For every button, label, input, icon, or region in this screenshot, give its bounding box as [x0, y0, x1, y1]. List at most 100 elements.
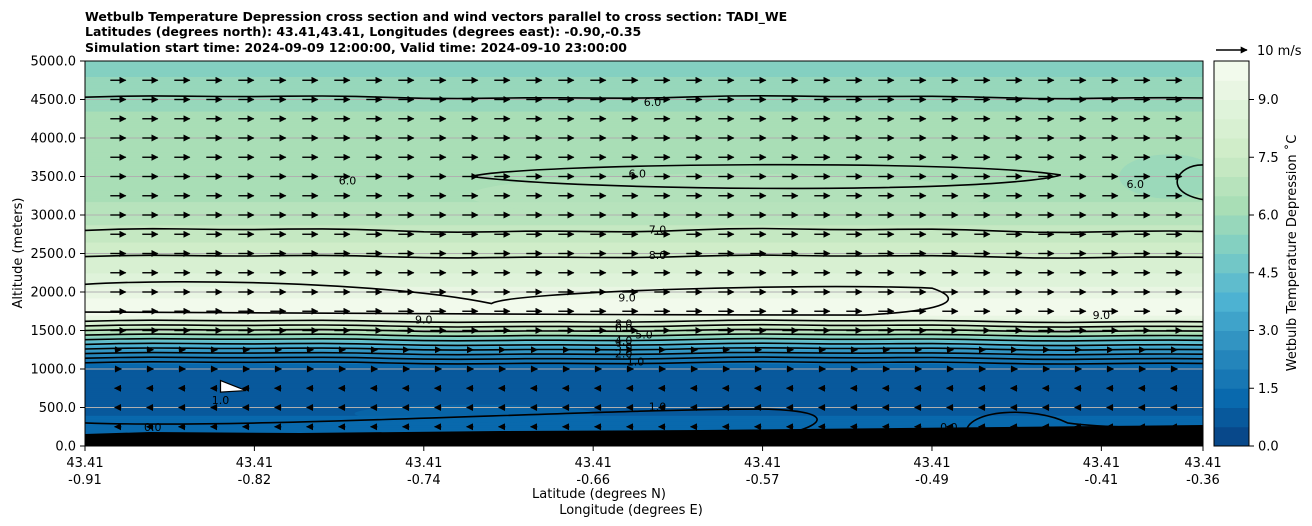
colorbar-tick-label: 6.0 [1258, 209, 1279, 224]
x-tick-label-lon: -0.91 [68, 473, 102, 488]
contour-band [85, 363, 1203, 366]
contour-band [85, 247, 1203, 251]
contour-label: 1.0 [212, 394, 230, 407]
contour-band [85, 305, 1203, 308]
x-axis-label-longitude: Longitude (degrees E) [559, 503, 703, 518]
contour-band [85, 112, 1203, 116]
contour-band [85, 280, 1203, 283]
colorbar-tick-label: 4.5 [1258, 266, 1279, 281]
contour-band [85, 299, 1203, 303]
contour-band [85, 228, 1203, 231]
contour-line-lower [85, 319, 1203, 324]
contour-band [85, 351, 1203, 355]
contour-band [85, 238, 1203, 241]
contour-band [85, 374, 1203, 378]
contour-band [85, 155, 1203, 158]
x-tick-label-lat: 43.41 [744, 456, 781, 471]
contour-band [85, 422, 1203, 426]
contour-band [85, 420, 1203, 424]
contour-band [85, 355, 1203, 359]
x-tick-label-lon: -0.36 [1186, 473, 1220, 488]
contour-band [85, 392, 1203, 395]
contour-line-lower [85, 356, 1203, 361]
contour-band [85, 259, 1203, 262]
x-axis: 43.41 -0.91 43.41 -0.82 43.41 -0.74 43.41 -0.66… [66, 446, 1222, 488]
contour-line-lower [85, 342, 1203, 347]
contour-band [85, 139, 1203, 143]
x-tick-label-lon: -0.66 [576, 473, 610, 488]
contour-band [85, 367, 1203, 370]
contour-band [85, 118, 1203, 122]
contour-band [85, 62, 1203, 66]
contour-label: 9.0 [415, 314, 433, 327]
colorbar-tick-label: 0.0 [1258, 440, 1279, 455]
contour-label: 8.0 [649, 249, 667, 262]
contour-band [85, 390, 1203, 393]
contour-band [85, 95, 1203, 99]
contour-wedge [219, 379, 247, 393]
contour-band [85, 109, 1203, 112]
contour-band [85, 345, 1203, 349]
contour-band [85, 405, 1203, 409]
contour-band [85, 428, 1203, 432]
contour-band [85, 426, 1203, 430]
contour-band [85, 413, 1203, 416]
colorbar-level [1214, 330, 1249, 351]
contour-band [85, 161, 1203, 164]
contour-line-lower [85, 333, 1203, 338]
contour-label: 0.0 [940, 421, 958, 434]
colorbar-level [1214, 157, 1249, 177]
chart-title-line-3: Simulation start time: 2024-09-09 12:00:… [85, 40, 627, 55]
contour-line-lower [85, 337, 1203, 342]
contour-band [85, 286, 1203, 289]
chart-title-line-2: Latitudes (degrees north): 43.41,43.41, … [85, 24, 641, 39]
contour-band [85, 297, 1203, 301]
contour-label: 1.0 [649, 401, 667, 414]
y-tick-label: 2000.0 [31, 286, 77, 301]
contour-band [85, 220, 1203, 224]
contour-band [85, 369, 1203, 372]
x-tick-label-lon: -0.57 [746, 473, 780, 488]
contour-band [85, 168, 1203, 172]
colorbar-level [1214, 253, 1249, 274]
contour-band [85, 153, 1203, 156]
y-tick-label: 4500.0 [31, 93, 77, 108]
colorbar-label: Wetbulb Temperature Depression ˚C [1284, 135, 1300, 372]
contour-band [85, 272, 1203, 276]
contour-band [85, 224, 1203, 228]
contour-band [85, 349, 1203, 353]
contour-labels: 6.06.06.06.07.08.09.09.0 9.08.06.0 5.04.03… [144, 96, 1144, 434]
y-tick-label: 4000.0 [31, 132, 77, 147]
terrain-fill [85, 425, 1203, 446]
contour-band [85, 84, 1203, 87]
contour-band [85, 61, 1203, 64]
contour-label: 6.0 [615, 322, 633, 335]
contour-band [85, 103, 1203, 106]
contour-band [85, 415, 1203, 418]
contour-band [85, 292, 1203, 295]
contour-band [85, 376, 1203, 380]
contour-band [85, 143, 1203, 147]
contour-line-6-closed [471, 163, 1061, 190]
contour-band [85, 386, 1203, 389]
colorbar-level [1214, 99, 1249, 120]
contour-band [85, 116, 1203, 120]
colorbar-level [1214, 292, 1249, 312]
contour-band [85, 128, 1203, 131]
contour-band [85, 282, 1203, 285]
contour-band [85, 70, 1203, 74]
x-tick-label-lat: 43.41 [575, 456, 612, 471]
contour-band [85, 295, 1203, 299]
contour-line-1-low [85, 408, 818, 435]
colorbar-level [1214, 215, 1249, 235]
contour-band [85, 309, 1203, 312]
contour-label: 5.0 [635, 328, 653, 341]
colorbar [1214, 61, 1249, 447]
contour-band [85, 326, 1203, 330]
contour-band [85, 120, 1203, 124]
contour-label: 7.0 [649, 224, 667, 237]
contour-band [85, 361, 1203, 364]
plot-area [85, 61, 1203, 446]
contour-band [85, 66, 1203, 70]
x-tick-label-lon: -0.82 [238, 473, 272, 488]
